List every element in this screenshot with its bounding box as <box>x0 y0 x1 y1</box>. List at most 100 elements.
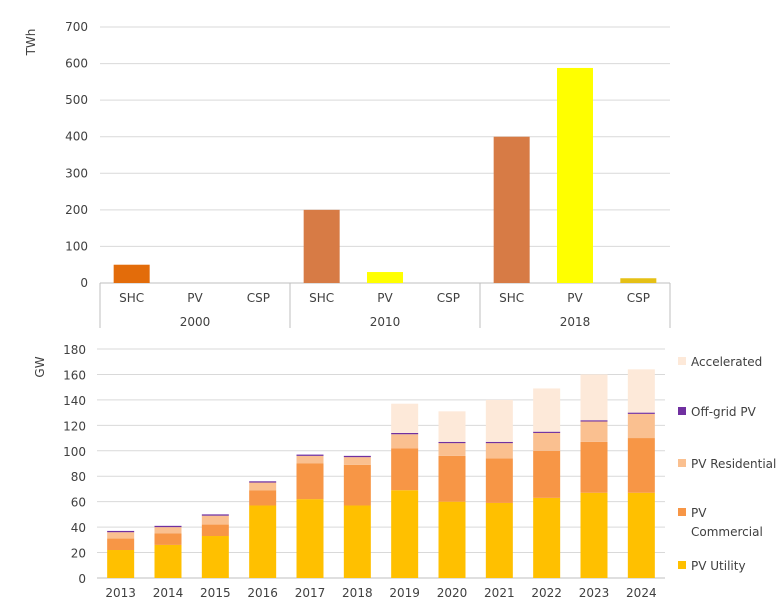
top-bar-2000-SHC <box>113 264 150 283</box>
bottom-bar-2013-pv-commercial <box>107 538 135 551</box>
bottom-bar-2019-pv-utility <box>391 490 419 578</box>
bottom-category-label: 2014 <box>153 586 184 600</box>
bottom-bar-2018-off-grid-pv <box>343 455 371 458</box>
bottom-bar-2015-pv-residential <box>201 515 229 525</box>
bottom-bar-2018-pv-residential <box>343 457 371 465</box>
bottom-y-tick-label: 140 <box>63 394 86 408</box>
top-category-label: SHC <box>309 291 334 305</box>
bottom-bar-2013-pv-residential <box>107 532 135 539</box>
bottom-bar-2023-accelerated <box>580 374 608 421</box>
bottom-bar-2020-off-grid-pv <box>438 441 466 444</box>
bottom-bar-2020-pv-commercial <box>438 455 466 502</box>
bottom-chart: GW 0 20 40 60 80 100 120 140 160 180 2013 2014 2015… <box>33 343 776 600</box>
bottom-bar-2021-pv-residential <box>485 443 513 459</box>
bottom-bar-2022-pv-commercial <box>533 450 561 498</box>
bottom-bar-2021-pv-utility <box>485 502 513 578</box>
top-y-tick-label: 0 <box>80 276 88 290</box>
bottom-category-label: 2018 <box>342 586 373 600</box>
top-group-label: 2018 <box>560 315 591 329</box>
bottom-bar-2013-off-grid-pv <box>107 530 135 533</box>
top-category-label: SHC <box>119 291 144 305</box>
bottom-bar-2019-pv-residential <box>391 434 419 449</box>
bottom-bar-2014-pv-commercial <box>154 533 182 545</box>
bottom-bar-2016-off-grid-pv <box>249 481 277 483</box>
bottom-category-label: 2019 <box>389 586 420 600</box>
bottom-bar-2017-off-grid-pv <box>296 454 324 456</box>
top-bar-2010-SHC <box>303 209 340 283</box>
top-y-axis-label: TWh <box>24 29 38 57</box>
bottom-y-tick-label: 100 <box>63 445 86 459</box>
bottom-y-tick-label: 120 <box>63 419 86 433</box>
legend-swatch-off-grid-pv <box>678 407 686 415</box>
top-category-label: PV <box>377 291 393 305</box>
bottom-bar-2023-pv-residential <box>580 421 608 442</box>
bottom-bar-2020-pv-residential <box>438 443 466 456</box>
legend-label: Accelerated <box>691 355 762 369</box>
bottom-bar-2019-accelerated <box>391 403 419 433</box>
bottom-bar-2023-pv-commercial <box>580 441 608 493</box>
top-category-label: CSP <box>437 291 460 305</box>
legend-swatch-pv-utility <box>678 561 686 569</box>
top-category-label: PV <box>567 291 583 305</box>
bottom-bar-2016-pv-commercial <box>249 490 277 506</box>
top-bar-2018-CSP <box>620 278 657 283</box>
top-bar-2018-SHC <box>493 136 530 283</box>
top-group-label: 2010 <box>370 315 401 329</box>
bottom-bar-2013-pv-utility <box>107 550 135 578</box>
top-bar-2010-PV <box>367 272 403 283</box>
bottom-bar-2022-pv-residential <box>533 432 561 451</box>
bottom-bar-2014-off-grid-pv <box>154 525 182 528</box>
bottom-bar-2017-pv-utility <box>296 499 324 578</box>
bottom-y-tick-label: 40 <box>71 521 86 535</box>
bottom-bar-2018-pv-commercial <box>343 464 371 506</box>
legend-label: PV Commercial <box>691 506 763 539</box>
bottom-bar-2021-accelerated <box>485 399 513 442</box>
bottom-category-label: 2016 <box>247 586 278 600</box>
bottom-category-label: 2015 <box>200 586 231 600</box>
bottom-category-label: 2020 <box>437 586 468 600</box>
bottom-bar-2022-pv-utility <box>533 497 561 578</box>
legend-label: PV Residential <box>691 457 776 471</box>
top-y-tick-label: 200 <box>65 203 88 217</box>
top-y-tick-label: 400 <box>65 130 88 144</box>
bottom-bar-2015-off-grid-pv <box>201 514 229 516</box>
legend-swatch-pv-commercial <box>678 508 686 516</box>
top-category-label: CSP <box>247 291 270 305</box>
bottom-bar-2018-pv-utility <box>343 505 371 578</box>
bottom-y-tick-label: 60 <box>71 496 86 510</box>
bottom-bar-2016-pv-residential <box>249 482 277 491</box>
top-bar-2018-PV <box>557 67 593 284</box>
bottom-category-label: 2021 <box>484 586 515 600</box>
legend-label: Off-grid PV <box>691 405 757 419</box>
top-y-tick-label: 100 <box>65 239 88 253</box>
bottom-y-axis-label: GW <box>33 356 47 377</box>
top-group-label: 2000 <box>180 315 211 329</box>
top-chart: TWh 0 100 200 300 400 500 600 700 SHC PV CSP SHC PV… <box>24 20 671 329</box>
bottom-y-tick-label: 80 <box>71 470 86 484</box>
bottom-y-tick-label: 0 <box>78 572 86 586</box>
bottom-bar-2021-pv-commercial <box>485 458 513 503</box>
bottom-bar-2014-pv-residential <box>154 527 182 534</box>
bottom-bar-2024-pv-utility <box>627 492 655 578</box>
top-category-label: CSP <box>627 291 650 305</box>
bottom-bar-2016-pv-utility <box>249 505 277 578</box>
bottom-bar-2022-accelerated <box>533 388 561 432</box>
bottom-y-tick-label: 20 <box>71 547 86 561</box>
bottom-category-label: 2022 <box>531 586 562 600</box>
bottom-bar-2017-pv-residential <box>296 455 324 464</box>
bottom-bar-2015-pv-utility <box>201 536 229 578</box>
bottom-bar-2024-pv-residential <box>627 413 655 439</box>
bottom-category-label: 2024 <box>626 586 657 600</box>
bottom-bar-2017-pv-commercial <box>296 463 324 500</box>
top-y-tick-label: 500 <box>65 93 88 107</box>
top-category-label: PV <box>187 291 203 305</box>
legend-label: PV Utility <box>691 559 746 573</box>
bottom-bar-2024-accelerated <box>627 369 655 413</box>
bottom-bar-2015-pv-commercial <box>201 524 229 537</box>
bottom-bar-2023-pv-utility <box>580 492 608 578</box>
bottom-bar-2019-off-grid-pv <box>391 432 419 435</box>
bottom-bar-2024-pv-commercial <box>627 438 655 493</box>
bottom-category-label: 2013 <box>105 586 136 600</box>
top-y-tick-label: 300 <box>65 166 88 180</box>
